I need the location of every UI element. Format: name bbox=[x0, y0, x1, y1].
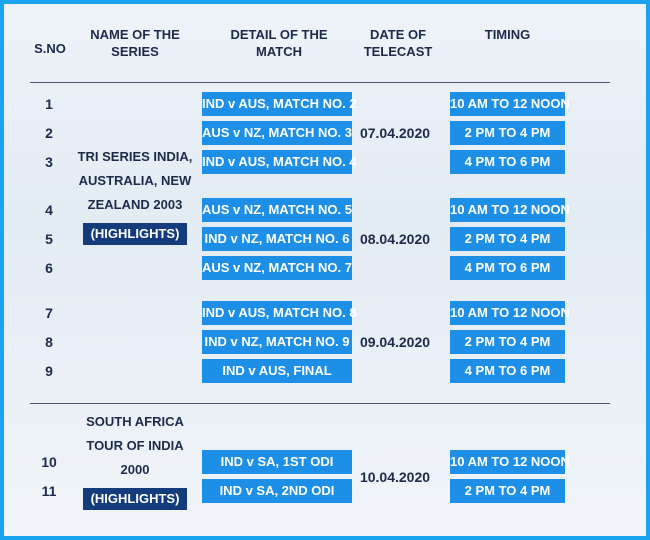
column-header: TIMING bbox=[484, 27, 531, 42]
serial-number: 11 bbox=[41, 483, 57, 499]
series-name: TRI SERIES INDIA, AUSTRALIA, NEW ZEALAND… bbox=[77, 148, 193, 212]
header-rule bbox=[30, 82, 610, 83]
serial-number: 2 bbox=[45, 125, 53, 141]
serial-number: 7 bbox=[45, 305, 53, 321]
match-detail: AUS v NZ, MATCH NO. 3 bbox=[202, 121, 352, 145]
serial-number: 10 bbox=[41, 454, 57, 470]
serial-number: 8 bbox=[45, 334, 53, 350]
column-header: DETAIL OF THE MATCH bbox=[230, 27, 328, 59]
serial-number: 9 bbox=[45, 363, 53, 379]
match-timing: 4 PM TO 6 PM bbox=[450, 359, 565, 383]
match-detail: IND v AUS, MATCH NO. 2 bbox=[202, 92, 357, 116]
column-header: DATE OF TELECAST bbox=[363, 27, 433, 59]
match-detail: IND v AUS, MATCH NO. 4 bbox=[202, 150, 357, 174]
column-header: S.NO bbox=[34, 41, 66, 56]
serial-number: 6 bbox=[45, 260, 53, 276]
match-timing: 10 AM TO 12 NOON bbox=[450, 92, 570, 116]
match-detail: IND v SA, 1ST ODI bbox=[202, 450, 352, 474]
telecast-date: 07.04.2020 bbox=[359, 125, 431, 141]
match-timing: 4 PM TO 6 PM bbox=[450, 256, 565, 280]
match-timing: 10 AM TO 12 NOON bbox=[450, 301, 570, 325]
match-timing: 2 PM TO 4 PM bbox=[450, 227, 565, 251]
highlights-tag: (HIGHLIGHTS) bbox=[82, 487, 188, 510]
match-timing: 10 AM TO 12 NOON bbox=[450, 450, 570, 474]
series-name-block: SOUTH AFRICA TOUR OF INDIA 2000 (HIGHLIGH… bbox=[75, 410, 195, 511]
match-detail: IND v AUS, MATCH NO. 8 bbox=[202, 301, 357, 325]
match-timing: 2 PM TO 4 PM bbox=[450, 479, 565, 503]
telecast-date: 09.04.2020 bbox=[359, 334, 431, 350]
serial-number: 3 bbox=[45, 154, 53, 170]
match-detail: IND v NZ, MATCH NO. 9 bbox=[202, 330, 352, 354]
column-header: NAME OF THE SERIES bbox=[90, 27, 180, 59]
match-detail: IND v AUS, FINAL bbox=[202, 359, 352, 383]
match-timing: 2 PM TO 4 PM bbox=[450, 121, 565, 145]
match-detail: AUS v NZ, MATCH NO. 7 bbox=[202, 256, 352, 280]
telecast-date: 08.04.2020 bbox=[359, 231, 431, 247]
match-timing: 4 PM TO 6 PM bbox=[450, 150, 565, 174]
telecast-date: 10.04.2020 bbox=[359, 468, 431, 485]
serial-number: 4 bbox=[45, 202, 53, 218]
series-rule bbox=[30, 403, 610, 404]
match-detail: IND v NZ, MATCH NO. 6 bbox=[202, 227, 352, 251]
highlights-tag: (HIGHLIGHTS) bbox=[82, 222, 188, 245]
serial-number: 1 bbox=[45, 96, 53, 112]
series-name-block: TRI SERIES INDIA, AUSTRALIA, NEW ZEALAND… bbox=[75, 145, 195, 246]
match-timing: 2 PM TO 4 PM bbox=[450, 330, 565, 354]
series-name: SOUTH AFRICA TOUR OF INDIA 2000 bbox=[86, 413, 184, 477]
match-detail: AUS v NZ, MATCH NO. 5 bbox=[202, 198, 352, 222]
match-timing: 10 AM TO 12 NOON bbox=[450, 198, 570, 222]
serial-number: 5 bbox=[45, 231, 53, 247]
match-detail: IND v SA, 2ND ODI bbox=[202, 479, 352, 503]
